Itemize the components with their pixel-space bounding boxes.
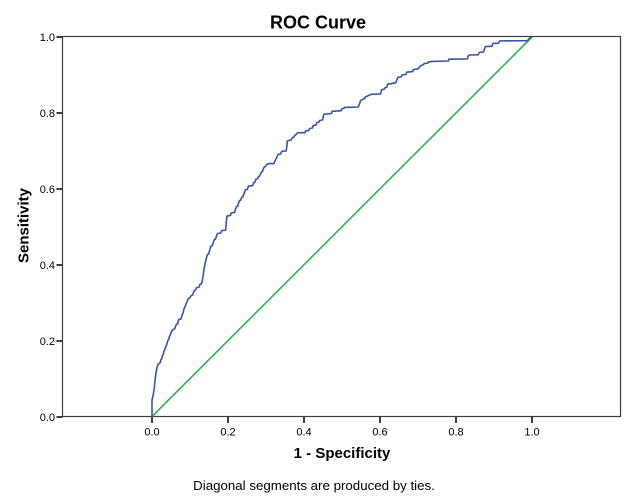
svg-text:0.2: 0.2 [220, 427, 235, 439]
svg-text:Diagonal segments are produced: Diagonal segments are produced by ties. [193, 478, 435, 493]
svg-text:0.6: 0.6 [372, 427, 387, 439]
svg-text:0.0: 0.0 [40, 412, 55, 424]
svg-text:1 - Specificity: 1 - Specificity [294, 445, 391, 462]
svg-text:0.2: 0.2 [40, 336, 55, 348]
svg-text:1.0: 1.0 [524, 427, 539, 439]
svg-text:0.8: 0.8 [40, 108, 55, 120]
svg-text:ROC Curve: ROC Curve [270, 13, 366, 33]
svg-text:0.4: 0.4 [40, 260, 55, 272]
svg-text:0.8: 0.8 [448, 427, 463, 439]
svg-text:0.0: 0.0 [144, 427, 159, 439]
svg-text:1.0: 1.0 [40, 32, 55, 44]
svg-text:Sensitivity: Sensitivity [16, 187, 33, 263]
svg-text:0.4: 0.4 [296, 427, 311, 439]
svg-text:0.6: 0.6 [40, 184, 55, 196]
